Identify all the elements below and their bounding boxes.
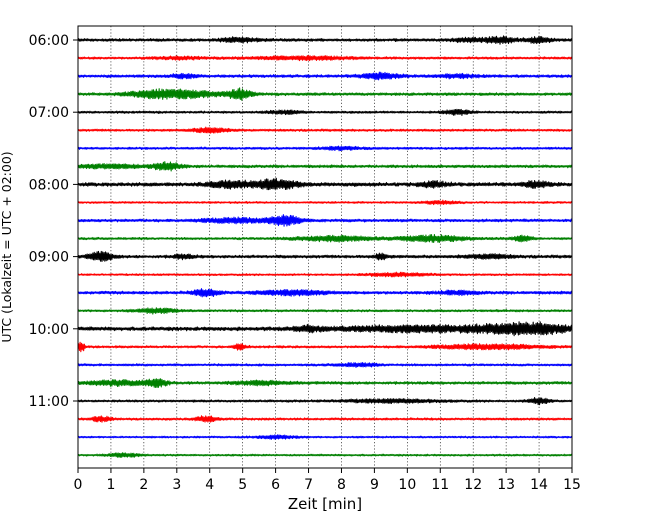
trace-0600 bbox=[77, 35, 573, 45]
trace-0700 bbox=[77, 108, 573, 116]
y-tick-label: 09:00 bbox=[29, 250, 69, 266]
x-tick-label: 0 bbox=[74, 477, 83, 493]
trace-0930 bbox=[77, 288, 573, 298]
x-tick-label: 3 bbox=[172, 477, 181, 493]
trace-1000 bbox=[77, 321, 573, 337]
trace-0945 bbox=[77, 307, 573, 315]
trace-0900 bbox=[77, 250, 573, 262]
y-axis-label: UTC (Lokalzeit = UTC + 02:00) bbox=[0, 151, 14, 342]
trace-rows bbox=[77, 35, 573, 458]
x-tick-label: 10 bbox=[398, 477, 416, 493]
y-tick-label: 11:00 bbox=[29, 394, 69, 410]
x-tick-label: 15 bbox=[563, 477, 581, 493]
grid-lines bbox=[110, 26, 540, 468]
trace-1145 bbox=[77, 452, 573, 458]
x-tick-label: 8 bbox=[337, 477, 346, 493]
trace-1030 bbox=[77, 362, 573, 368]
trace-0845 bbox=[77, 233, 573, 243]
y-axis-ticks: 06:00 07:00 08:00 09:00 10:00 11:00 bbox=[29, 33, 78, 410]
x-tick-label: 7 bbox=[304, 477, 313, 493]
x-tick-label: 6 bbox=[271, 477, 280, 493]
x-tick-label: 9 bbox=[370, 477, 379, 493]
trace-0630 bbox=[77, 71, 573, 81]
y-tick-label: 10:00 bbox=[29, 322, 69, 338]
y-tick-label: 07:00 bbox=[29, 105, 69, 121]
plot-frame bbox=[77, 25, 573, 469]
trace-0815 bbox=[77, 199, 573, 206]
trace-0730 bbox=[77, 145, 573, 152]
trace-0715 bbox=[77, 126, 573, 134]
x-axis-ticks: 0 1 2 3 4 5 6 7 8 9 10 11 12 13 14 15 bbox=[74, 468, 581, 493]
y-tick-label: 06:00 bbox=[29, 33, 69, 49]
x-tick-label: 1 bbox=[106, 477, 115, 493]
trace-1015 bbox=[77, 341, 573, 353]
x-tick-label: 2 bbox=[139, 477, 148, 493]
trace-0800 bbox=[77, 177, 573, 191]
trace-0645 bbox=[77, 87, 573, 101]
x-axis-label: Zeit [min] bbox=[288, 495, 362, 513]
x-tick-label: 11 bbox=[431, 477, 449, 493]
trace-1130 bbox=[77, 434, 573, 440]
trace-1100 bbox=[77, 397, 573, 406]
trace-0915 bbox=[77, 271, 573, 278]
trace-1115 bbox=[77, 415, 573, 423]
trace-0745 bbox=[77, 161, 573, 172]
x-tick-label: 5 bbox=[238, 477, 247, 493]
x-tick-label: 13 bbox=[497, 477, 515, 493]
trace-0615 bbox=[77, 55, 573, 62]
x-tick-label: 4 bbox=[205, 477, 214, 493]
trace-0830 bbox=[77, 214, 573, 227]
x-tick-label: 14 bbox=[530, 477, 548, 493]
trace-1045 bbox=[77, 378, 573, 388]
x-tick-label: 12 bbox=[464, 477, 482, 493]
y-tick-label: 08:00 bbox=[29, 177, 69, 193]
